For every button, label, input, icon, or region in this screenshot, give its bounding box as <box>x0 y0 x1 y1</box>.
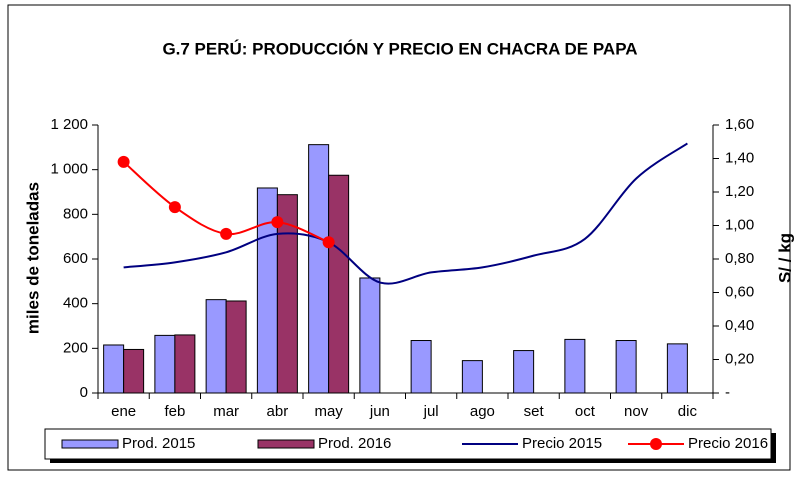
legend-label: Precio 2015 <box>522 435 602 452</box>
x-tick-label: dic <box>678 403 698 420</box>
x-tick-label: feb <box>164 403 185 420</box>
x-tick-label: mar <box>213 403 239 420</box>
y-tick-label: 600 <box>63 250 88 267</box>
bar <box>308 144 330 394</box>
line <box>123 142 688 285</box>
line-marker <box>117 155 130 168</box>
bar <box>564 338 586 394</box>
chart-frame <box>7 4 791 471</box>
legend-label: Prod. 2015 <box>122 435 195 452</box>
bar <box>103 344 125 394</box>
bar <box>359 277 381 394</box>
bar <box>666 343 688 394</box>
legend-label: Precio 2016 <box>688 435 768 452</box>
y2-tick-label: - <box>725 384 730 401</box>
legend-marker <box>650 438 662 450</box>
x-tick-label: ago <box>470 403 495 420</box>
legend-label: Prod. 2016 <box>318 435 391 452</box>
line-marker <box>322 236 335 249</box>
x-tick-label: oct <box>575 403 596 420</box>
y2-tick-label: 1,40 <box>725 149 754 166</box>
x-tick-label: jul <box>423 403 439 420</box>
y2-tick-label: 0,40 <box>725 317 754 334</box>
y-axis-title: miles de toneladas <box>23 182 42 334</box>
bar <box>205 299 227 394</box>
x-tick-label: abr <box>267 403 289 420</box>
line-marker <box>271 216 284 229</box>
x-tick-label: nov <box>624 403 649 420</box>
y2-tick-label: 1,00 <box>725 216 754 233</box>
y-tick-label: 1 000 <box>50 161 88 178</box>
y-tick-label: 200 <box>63 339 88 356</box>
chart-title: G.7 PERÚ: PRODUCCIÓN Y PRECIO EN CHACRA … <box>162 39 637 58</box>
line-marker <box>168 201 181 214</box>
x-tick-label: jun <box>369 403 390 420</box>
x-tick-label: ene <box>111 403 136 420</box>
y2-axis-title: S/ / kg <box>775 233 794 283</box>
y2-tick-label: 0,60 <box>725 283 754 300</box>
legend-swatch <box>257 439 315 449</box>
x-tick-label: may <box>314 403 343 420</box>
bar <box>174 334 196 394</box>
x-tick-label: set <box>524 403 545 420</box>
bar <box>461 360 483 394</box>
y2-tick-label: 0,20 <box>725 350 754 367</box>
y2-tick-label: 1,20 <box>725 183 754 200</box>
bar <box>615 340 637 394</box>
bar <box>328 174 350 394</box>
y2-tick-label: 1,60 <box>725 116 754 133</box>
legend-swatch <box>61 439 119 449</box>
bar <box>225 300 247 394</box>
bar <box>154 334 176 394</box>
y-tick-label: 400 <box>63 295 88 312</box>
y-tick-label: 800 <box>63 205 88 222</box>
bar <box>513 350 535 394</box>
y-tick-label: 0 <box>80 384 88 401</box>
bar <box>410 340 432 394</box>
y-tick-label: 1 200 <box>50 116 88 133</box>
y2-tick-label: 0,80 <box>725 250 754 267</box>
line-marker <box>220 227 233 240</box>
bar <box>123 348 145 394</box>
